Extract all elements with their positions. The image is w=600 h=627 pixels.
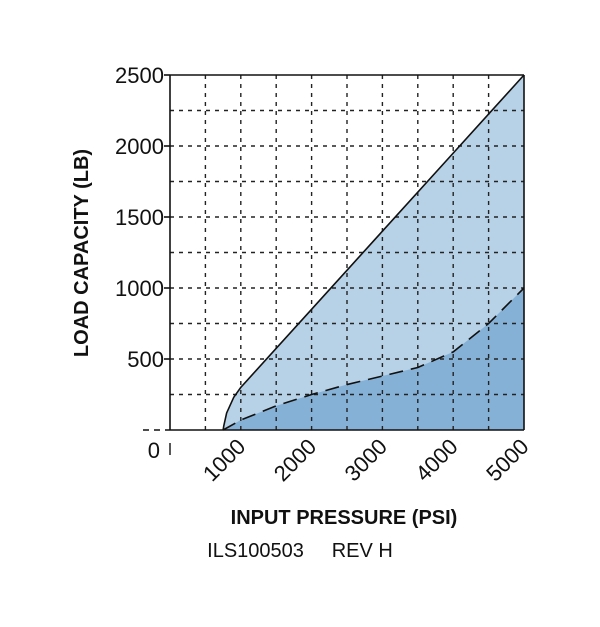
series-1-area [223, 75, 524, 430]
load-capacity-chart: 0 500 1000 1500 2000 2500 1000 2000 3000 4000 5000… [71, 63, 534, 529]
series-2-area [223, 288, 524, 430]
y-axis-title: LOAD CAPACITY (LB) [71, 149, 93, 357]
y-tick-label: 500 [127, 347, 164, 372]
x-tick-label: 2000 [269, 434, 321, 486]
series-2-line [222, 287, 525, 431]
document-id: ILS100503 [207, 540, 304, 562]
chart-footer: ILS100503 REV H [0, 540, 600, 563]
y-tick-label: 2000 [115, 134, 164, 159]
series-1-line [222, 74, 525, 431]
y-tick-label: 1500 [115, 205, 164, 230]
x-tick-label: 3000 [340, 434, 392, 486]
y-tick-label: 1000 [115, 276, 164, 301]
x-tick-label: 1000 [198, 434, 250, 486]
y-tick-label: 0 [148, 438, 160, 463]
y-tick-label: 2500 [115, 63, 164, 88]
revision-label: REV H [331, 540, 393, 562]
x-tick-label: 5000 [481, 434, 533, 486]
x-tick-label: 4000 [410, 434, 462, 486]
x-axis-title: INPUT PRESSURE (PSI) [231, 507, 458, 529]
